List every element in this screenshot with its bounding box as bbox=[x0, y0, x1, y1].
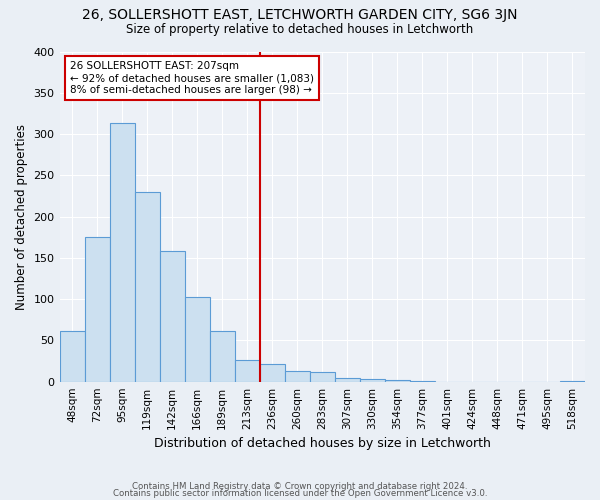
Bar bbox=[235, 360, 260, 382]
Text: Size of property relative to detached houses in Letchworth: Size of property relative to detached ho… bbox=[127, 22, 473, 36]
Bar bbox=[335, 378, 360, 382]
Bar bbox=[560, 381, 585, 382]
Bar bbox=[285, 371, 310, 382]
Text: 26 SOLLERSHOTT EAST: 207sqm
← 92% of detached houses are smaller (1,083)
8% of s: 26 SOLLERSHOTT EAST: 207sqm ← 92% of det… bbox=[70, 62, 314, 94]
Bar bbox=[410, 381, 435, 382]
Text: Contains public sector information licensed under the Open Government Licence v3: Contains public sector information licen… bbox=[113, 489, 487, 498]
Text: Contains HM Land Registry data © Crown copyright and database right 2024.: Contains HM Land Registry data © Crown c… bbox=[132, 482, 468, 491]
Bar bbox=[310, 372, 335, 382]
Bar bbox=[260, 364, 285, 382]
Bar bbox=[85, 237, 110, 382]
Bar bbox=[110, 124, 134, 382]
Bar bbox=[385, 380, 410, 382]
Bar bbox=[209, 330, 235, 382]
Text: 26, SOLLERSHOTT EAST, LETCHWORTH GARDEN CITY, SG6 3JN: 26, SOLLERSHOTT EAST, LETCHWORTH GARDEN … bbox=[82, 8, 518, 22]
Y-axis label: Number of detached properties: Number of detached properties bbox=[15, 124, 28, 310]
Bar bbox=[59, 330, 85, 382]
Bar bbox=[360, 379, 385, 382]
Bar bbox=[134, 192, 160, 382]
X-axis label: Distribution of detached houses by size in Letchworth: Distribution of detached houses by size … bbox=[154, 437, 491, 450]
Bar bbox=[160, 252, 185, 382]
Bar bbox=[185, 296, 209, 382]
